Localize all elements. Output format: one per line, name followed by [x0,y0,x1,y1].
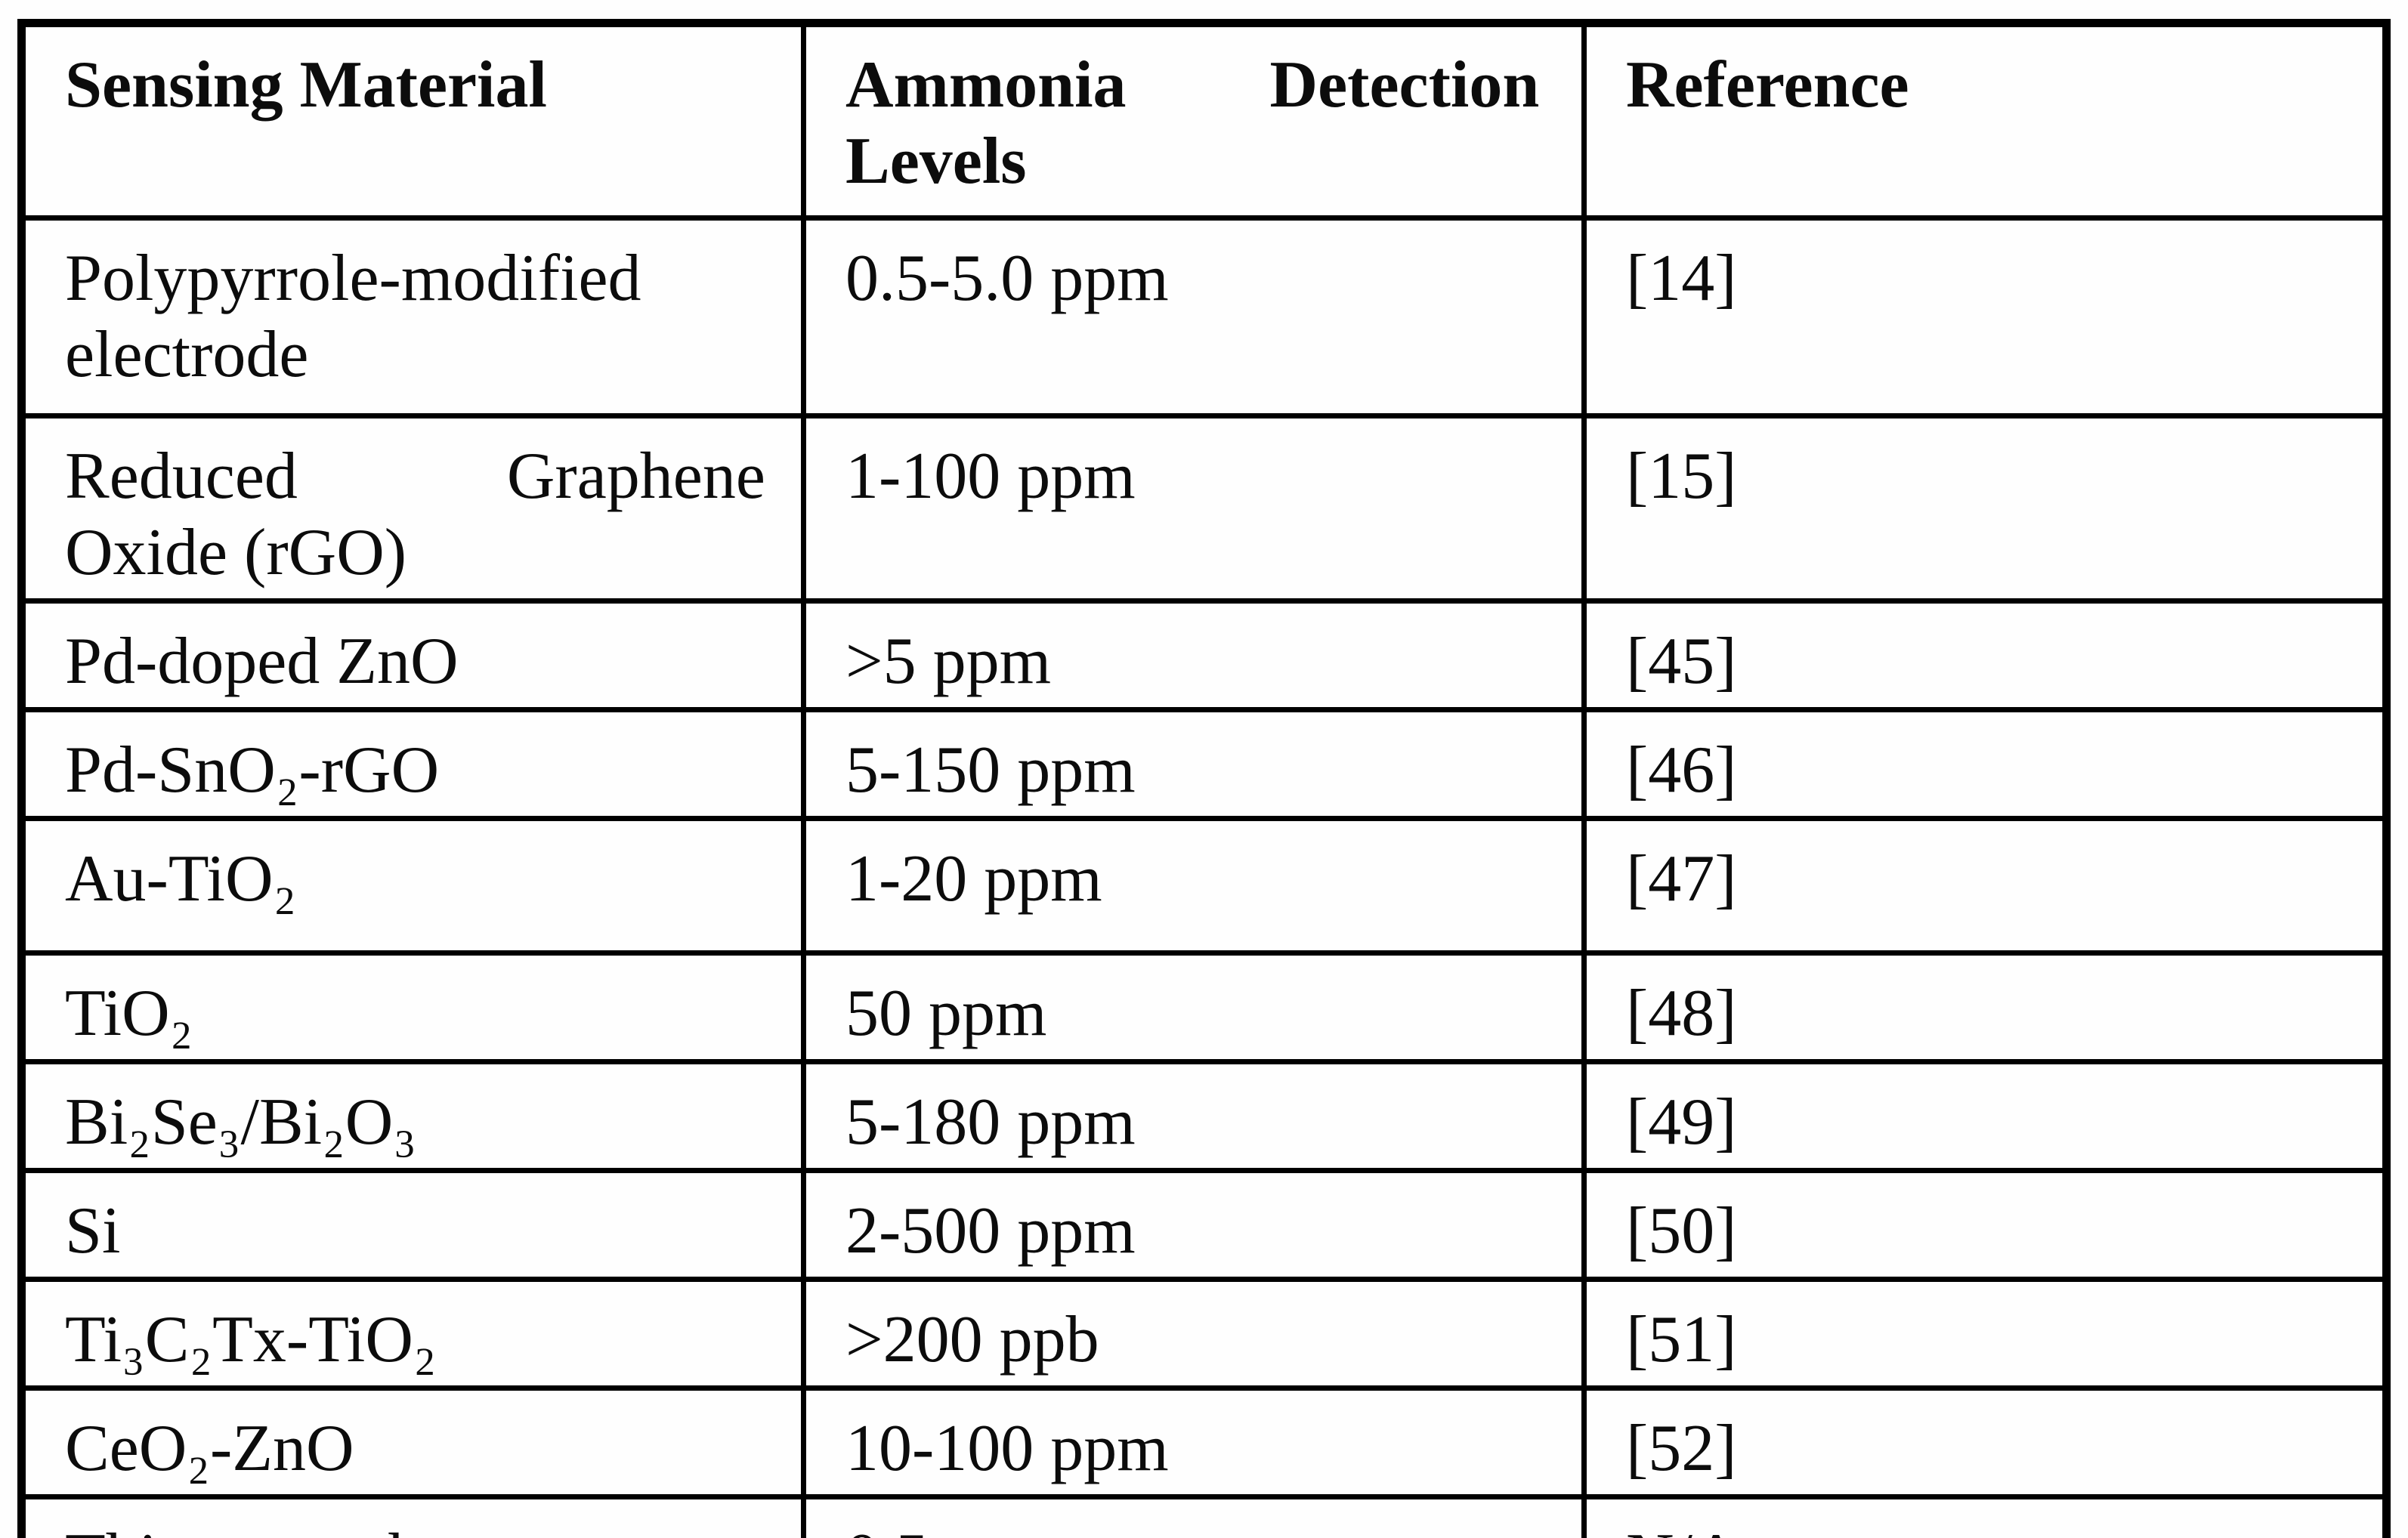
cell-sensing-material: CeO₂-ZnO [19,1385,806,1499]
cell-reference: [47] [1581,816,2389,956]
cell-reference: [51] [1581,1277,2389,1391]
cell-reference: [50] [1581,1168,2389,1282]
cell-sensing-material-text: CeO₂-ZnO [65,1412,354,1485]
cell-reference: N/A [1581,1494,2389,1538]
cell-sensing-material-text: Ti₃C₂Tx-TiO₂ [65,1303,437,1376]
cell-detection-level: 10-100 ppm [801,1385,1587,1499]
col-header-ammonia-detection-levels: Ammonia Detection Levels [801,20,1587,221]
table-header: Sensing Material Ammonia Detection Level… [19,20,2389,221]
cell-sensing-material: Bi₂Se₃/Bi₂O₃ [19,1059,806,1173]
table-row: Au-TiO₂ 1-20 ppm [47] [19,816,2389,956]
cell-sensing-material: Reduced Graphene Oxide (rGO) [19,413,806,604]
table-row: Bi₂Se₃/Bi₂O₃ 5-180 ppm [49] [19,1059,2389,1173]
col-header-reference: Reference [1581,20,2389,221]
cell-detection-level-text: 0.5 ppm [845,1519,1551,1538]
cell-reference-text: [46] [1626,733,1737,807]
cell-reference: [48] [1581,950,2389,1064]
cell-detection-level: 0.5 ppm [801,1494,1587,1538]
cell-detection-level-text: 1-20 ppm [845,842,1102,916]
cell-reference-text: [52] [1626,1412,1737,1485]
cell-detection-level: 50 ppm [801,950,1587,1064]
cell-sensing-material: Si [19,1168,806,1282]
cell-detection-level-text: 2-500 ppm [845,1194,1136,1268]
cell-detection-level-text: >200 ppb [845,1303,1099,1376]
col-header-sensing-material: Sensing Material [19,20,806,221]
cell-sensing-material: Polypyrrole-modified electrode [19,215,806,418]
cell-sensing-material: Ti₃C₂Tx-TiO₂ [19,1277,806,1391]
cell-sensing-material-text: Polypyrrole-modified electrode [65,242,641,391]
cell-detection-level: 1-100 ppm [801,413,1587,604]
cell-sensing-material: Pd-SnO₂-rGO [19,707,806,821]
cell-reference-text: [51] [1626,1303,1737,1376]
table-row: Pd-SnO₂-rGO 5-150 ppm [46] [19,707,2389,821]
cell-detection-level-text: 5-150 ppm [845,733,1136,807]
cell-reference: [14] [1581,215,2389,418]
cell-detection-level: >200 ppb [801,1277,1587,1391]
cell-detection-level: 5-180 ppm [801,1059,1587,1173]
cell-sensing-material: TiO₂ [19,950,806,1064]
cell-sensing-material-text: Reduced Graphene Oxide (rGO) [65,440,765,589]
cell-detection-level: >5 ppm [801,598,1587,712]
table-row: Pd-doped ZnO >5 ppm [45] [19,598,2389,712]
cell-reference-text: [45] [1626,625,1737,698]
cell-sensing-material-text: TiO₂ [65,977,193,1050]
cell-detection-level: 2-500 ppm [801,1168,1587,1282]
table-row: Ti₃C₂Tx-TiO₂ >200 ppb [51] [19,1277,2389,1391]
cell-detection-level-text: 1-100 ppm [845,440,1136,513]
cell-sensing-material: Au-TiO₂ [19,816,806,956]
cell-sensing-material-text: Au-TiO₂ [65,842,297,916]
cell-detection-level: 1-20 ppm [801,816,1587,956]
cell-sensing-material-text: Si [65,1194,121,1268]
cell-reference-text: N/A [1626,1519,2352,1538]
table-row: CeO₂-ZnO 10-100 ppm [52] [19,1385,2389,1499]
cell-reference-text: [48] [1626,977,1737,1050]
cell-sensing-material-text: This research [65,1519,771,1538]
cell-reference: [45] [1581,598,2389,712]
col-header-ammonia-detection-levels-text: Ammonia Detection Levels [845,48,1540,198]
cell-detection-level-text: 10-100 ppm [845,1412,1169,1485]
cell-detection-level-text: 5-180 ppm [845,1086,1136,1159]
header-row: Sensing Material Ammonia Detection Level… [19,20,2389,221]
cell-sensing-material: This research [19,1494,806,1538]
cell-detection-level: 5-150 ppm [801,707,1587,821]
cell-reference-text: [15] [1626,440,1737,513]
table-row: Polypyrrole-modified electrode 0.5-5.0 p… [19,215,2389,418]
table-row: This research 0.5 ppm N/A [19,1494,2389,1538]
cell-sensing-material-text: Bi₂Se₃/Bi₂O₃ [65,1086,417,1159]
cell-sensing-material: Pd-doped ZnO [19,598,806,712]
col-header-reference-text: Reference [1626,48,1909,122]
cell-reference-text: [47] [1626,842,1737,916]
cell-detection-level-text: 0.5-5.0 ppm [845,242,1169,315]
cell-reference: [15] [1581,413,2389,604]
cell-detection-level-text: >5 ppm [845,625,1052,698]
table-body: Polypyrrole-modified electrode 0.5-5.0 p… [19,215,2389,1538]
cell-reference-text: [14] [1626,242,1737,315]
cell-reference: [49] [1581,1059,2389,1173]
table-row: Si 2-500 ppm [50] [19,1168,2389,1282]
cell-reference: [46] [1581,707,2389,821]
cell-sensing-material-text: Pd-SnO₂-rGO [65,733,440,807]
cell-reference: [52] [1581,1385,2389,1499]
cell-detection-level-text: 50 ppm [845,977,1047,1050]
cell-reference-text: [49] [1626,1086,1737,1159]
cell-sensing-material-text: Pd-doped ZnO [65,625,459,698]
cell-reference-text: [50] [1626,1194,1737,1268]
table-row: TiO₂ 50 ppm [48] [19,950,2389,1064]
table-row: Reduced Graphene Oxide (rGO) 1-100 ppm [… [19,413,2389,604]
cell-detection-level: 0.5-5.0 ppm [801,215,1587,418]
col-header-sensing-material-text: Sensing Material [65,48,547,122]
ammonia-detection-levels-table: Sensing Material Ammonia Detection Level… [17,19,2391,1538]
